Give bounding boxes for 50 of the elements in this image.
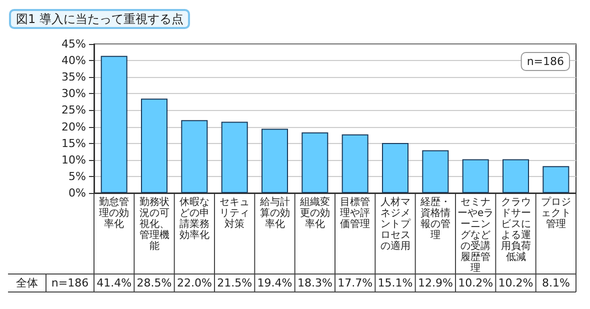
- data-label: 41.4%: [96, 276, 132, 290]
- x-tick-label: 目標管理や評価管理: [340, 196, 370, 230]
- y-tick-label: 30%: [62, 87, 86, 100]
- data-label: 8.1%: [542, 276, 570, 290]
- x-tick-label: 経歴・資格情報の管理: [419, 197, 450, 241]
- bar: [422, 150, 449, 193]
- data-label: 19.4%: [257, 276, 292, 290]
- bar: [502, 159, 530, 193]
- y-tick-label: 5%: [68, 170, 86, 183]
- text: 全体: [16, 276, 38, 290]
- data-label: 10.2%: [458, 276, 494, 290]
- data-label: 12.9%: [418, 276, 453, 290]
- bar: [542, 166, 570, 193]
- bar: [221, 122, 248, 193]
- x-tick-label: 組織変更の効率化: [298, 196, 330, 230]
- x-tick-label: 人材マネジメントプロセスの適用: [380, 196, 412, 252]
- data-label: 28.5%: [136, 276, 172, 290]
- data-label: 18.3%: [297, 276, 332, 290]
- chart-title: 図1 導入に当たって重視する点: [16, 12, 184, 26]
- y-tick-label: 15%: [62, 136, 86, 150]
- y-tick-label: 10%: [62, 153, 86, 166]
- y-tick-label: 35%: [62, 70, 86, 84]
- x-tick-label: 給与計算の効率化: [258, 196, 290, 230]
- x-tick-label: セミナーやeラーニングなどの受講履歴管理: [458, 197, 494, 274]
- bar: [302, 132, 328, 193]
- data-label: 17.7%: [338, 276, 373, 290]
- text: n=186: [51, 276, 89, 290]
- bar: [342, 134, 368, 193]
- x-tick-label: プロジェクト管理: [540, 196, 571, 230]
- y-tick-label: 40%: [62, 54, 86, 68]
- data-label: 22.0%: [176, 276, 212, 290]
- x-tick-label: 勤怠管理の効率化: [99, 196, 130, 230]
- data-label: 10.2%: [498, 276, 534, 290]
- x-tick-label: 休暇などの申請業務効率化: [179, 197, 210, 241]
- data-label: 15.1%: [378, 276, 413, 290]
- bar: [261, 128, 288, 193]
- y-tick-label: 0%: [68, 186, 86, 200]
- x-tick-label: クラウドサービスによる運用負荷低減: [500, 197, 531, 263]
- data-label: 21.5%: [217, 276, 252, 290]
- x-tick-label: 勤務状況の可視化、管理機能: [139, 196, 170, 252]
- y-tick-label: 45%: [62, 38, 86, 50]
- y-tick-label: 25%: [62, 104, 86, 117]
- bar: [462, 159, 489, 193]
- bar: [140, 98, 168, 193]
- bar: [382, 143, 409, 193]
- x-tick-label: セキュリティ対策: [220, 197, 250, 230]
- annotation: n=186: [526, 55, 564, 68]
- bar: [100, 56, 128, 193]
- y-tick-label: 20%: [62, 120, 86, 134]
- bar: [181, 120, 208, 193]
